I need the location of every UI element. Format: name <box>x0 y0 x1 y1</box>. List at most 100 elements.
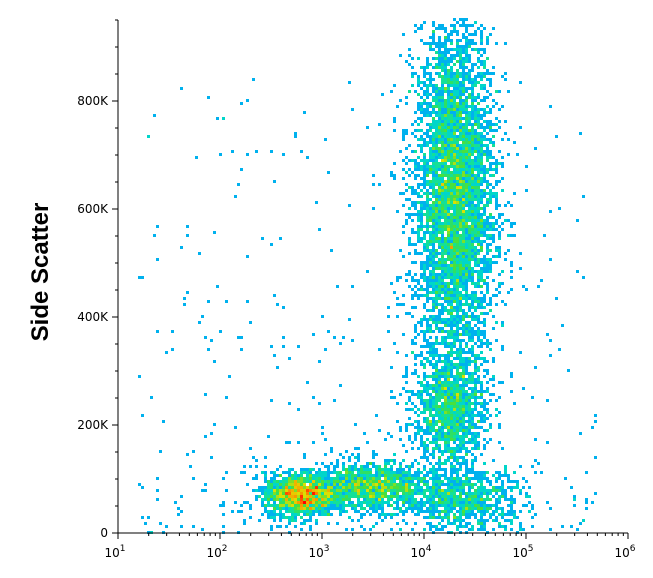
density-cell <box>432 486 435 489</box>
density-cell <box>306 486 309 489</box>
density-cell <box>378 465 381 468</box>
density-cell <box>186 453 189 456</box>
density-cell <box>453 387 456 390</box>
density-cell <box>429 486 432 489</box>
density-cell <box>441 525 444 528</box>
density-cell <box>342 480 345 483</box>
density-cell <box>444 459 447 462</box>
density-cell <box>483 222 486 225</box>
density-cell <box>486 417 489 420</box>
density-cell <box>396 474 399 477</box>
density-cell <box>495 183 498 186</box>
density-cell <box>453 30 456 33</box>
density-cell <box>300 150 303 153</box>
density-cell <box>444 123 447 126</box>
density-cell <box>462 228 465 231</box>
density-cell <box>477 201 480 204</box>
density-cell <box>444 342 447 345</box>
density-cell <box>408 90 411 93</box>
density-cell <box>462 363 465 366</box>
density-cell <box>528 510 531 513</box>
density-cell <box>432 87 435 90</box>
density-cell <box>582 276 585 279</box>
density-cell <box>423 108 426 111</box>
density-cell <box>486 369 489 372</box>
density-cell <box>378 471 381 474</box>
density-cell <box>456 279 459 282</box>
density-cell <box>405 480 408 483</box>
density-cell <box>483 87 486 90</box>
density-cell <box>447 405 450 408</box>
density-cell <box>462 138 465 141</box>
density-cell <box>468 471 471 474</box>
density-cell <box>405 510 408 513</box>
density-cell <box>429 414 432 417</box>
density-cell <box>468 225 471 228</box>
density-cell <box>468 204 471 207</box>
density-cell <box>477 240 480 243</box>
density-cell <box>408 468 411 471</box>
density-cell <box>498 411 501 414</box>
density-cell <box>450 192 453 195</box>
density-cell <box>444 462 447 465</box>
density-cell <box>423 243 426 246</box>
density-cell <box>444 81 447 84</box>
density-cell <box>393 492 396 495</box>
density-cell <box>456 339 459 342</box>
density-cell <box>324 453 327 456</box>
density-cell <box>429 351 432 354</box>
density-cell <box>480 189 483 192</box>
density-cell <box>435 165 438 168</box>
density-cell <box>297 441 300 444</box>
density-cell <box>279 465 282 468</box>
density-cell <box>429 510 432 513</box>
density-cell <box>432 66 435 69</box>
density-cell <box>480 495 483 498</box>
density-cell <box>459 126 462 129</box>
density-cell <box>357 483 360 486</box>
density-cell <box>450 393 453 396</box>
density-cell <box>294 510 297 513</box>
density-cell <box>246 99 249 102</box>
density-cell <box>423 432 426 435</box>
density-cell <box>465 390 468 393</box>
density-cell <box>435 336 438 339</box>
density-cell <box>450 237 453 240</box>
density-cell <box>480 342 483 345</box>
density-cell <box>471 447 474 450</box>
density-cell <box>273 294 276 297</box>
density-cell <box>354 474 357 477</box>
density-cell <box>462 51 465 54</box>
density-cell <box>429 276 432 279</box>
density-cell <box>483 264 486 267</box>
density-cell <box>156 477 159 480</box>
density-cell <box>465 450 468 453</box>
density-cell <box>366 471 369 474</box>
density-cell <box>387 513 390 516</box>
density-cell <box>447 198 450 201</box>
density-cell <box>312 504 315 507</box>
density-cell <box>435 399 438 402</box>
density-cell <box>456 69 459 72</box>
density-cell <box>465 120 468 123</box>
density-cell <box>459 345 462 348</box>
density-cell <box>447 285 450 288</box>
density-cell <box>282 501 285 504</box>
density-cell <box>453 267 456 270</box>
density-cell <box>432 498 435 501</box>
density-cell <box>486 72 489 75</box>
density-cell <box>438 330 441 333</box>
density-cell <box>483 213 486 216</box>
density-cell <box>156 258 159 261</box>
density-cell <box>465 459 468 462</box>
density-cell <box>405 96 408 99</box>
density-cell <box>429 393 432 396</box>
density-cell <box>234 501 237 504</box>
density-cell <box>450 462 453 465</box>
density-cell <box>498 162 501 165</box>
density-cell <box>426 105 429 108</box>
density-cell <box>432 306 435 309</box>
density-cell <box>444 375 447 378</box>
density-cell <box>456 198 459 201</box>
density-cell <box>483 429 486 432</box>
